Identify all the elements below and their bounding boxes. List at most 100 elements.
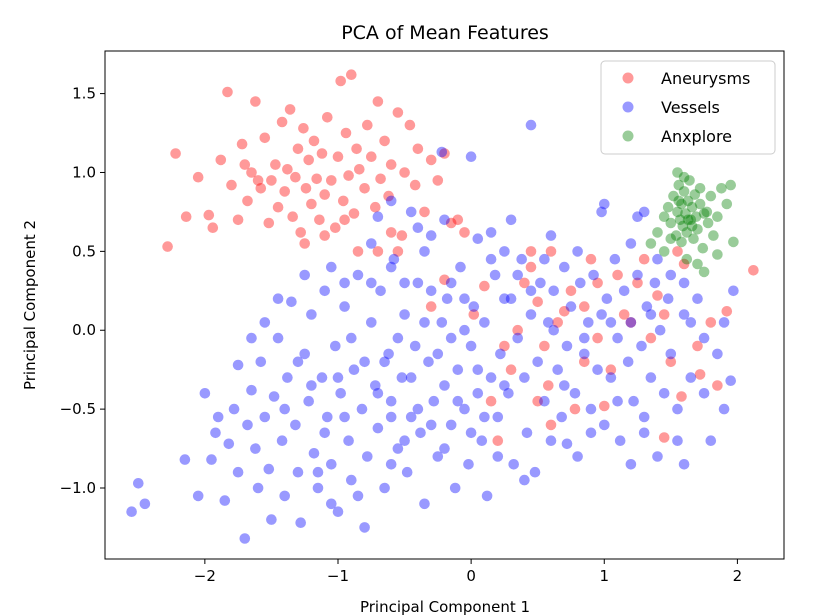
vessels-point bbox=[348, 364, 360, 376]
anxplore-point bbox=[708, 230, 719, 241]
aneurysms-point bbox=[559, 306, 570, 317]
vessels-point bbox=[335, 388, 347, 399]
vessels-point bbox=[436, 146, 448, 158]
vessels-point bbox=[539, 395, 550, 407]
vessels-point bbox=[268, 391, 280, 402]
anxplore-point bbox=[712, 211, 723, 222]
aneurysms-point bbox=[314, 214, 325, 226]
aneurysms-point bbox=[383, 190, 394, 202]
aneurysms-point bbox=[226, 179, 237, 191]
vessels-point bbox=[312, 482, 324, 494]
aneurysms-point bbox=[425, 301, 437, 312]
vessels-point bbox=[192, 490, 204, 502]
vessels-point bbox=[508, 459, 519, 470]
aneurysms-point bbox=[618, 309, 630, 320]
legend-marker-vessels bbox=[622, 101, 634, 113]
vessels-point bbox=[625, 238, 637, 249]
aneurysms-point bbox=[222, 86, 233, 98]
vessels-point bbox=[658, 388, 670, 399]
vessels-point bbox=[372, 422, 384, 434]
vessels-point bbox=[612, 395, 623, 407]
vessels-point bbox=[472, 364, 484, 376]
y-axis: −1.0 −0.5 0.0 0.5 1.0 1.5 bbox=[60, 85, 105, 497]
aneurysms-point bbox=[250, 96, 261, 107]
vessels-point bbox=[678, 277, 690, 289]
vessels-point bbox=[609, 253, 621, 265]
vessels-point bbox=[362, 451, 373, 462]
vessels-point bbox=[375, 285, 386, 297]
aneurysms-point bbox=[379, 135, 390, 147]
anxplore-point bbox=[690, 211, 702, 222]
vessels-point bbox=[409, 340, 421, 352]
aneurysms-point bbox=[266, 175, 277, 186]
aneurysms-point bbox=[252, 175, 264, 186]
vessels-point bbox=[449, 482, 461, 494]
anxplore-point bbox=[673, 195, 685, 207]
aneurysms-point bbox=[412, 143, 424, 155]
aneurysms-point bbox=[499, 340, 510, 352]
aneurysms-point bbox=[512, 324, 523, 336]
vessels-point bbox=[346, 332, 357, 344]
vessels-point bbox=[425, 285, 437, 297]
anxplore-point bbox=[705, 190, 717, 202]
vessels-point bbox=[399, 309, 410, 320]
anxplore-point bbox=[665, 233, 677, 244]
anxplore-point bbox=[689, 189, 701, 200]
aneurysms-point bbox=[748, 265, 759, 276]
vessels-point bbox=[465, 151, 477, 162]
vessels-point bbox=[512, 332, 523, 344]
anxplore-point bbox=[685, 214, 697, 226]
vessels-point bbox=[441, 293, 453, 305]
aneurysms-point bbox=[585, 253, 597, 265]
vessels-point bbox=[419, 498, 430, 510]
vessels-point bbox=[445, 277, 457, 289]
y-tick-label: 0.0 bbox=[72, 321, 96, 339]
vessels-point bbox=[492, 411, 504, 423]
aneurysms-point bbox=[492, 435, 504, 447]
aneurysms-point bbox=[162, 241, 173, 252]
vessels-point bbox=[352, 269, 364, 281]
vessels-point bbox=[319, 427, 331, 439]
aneurysms-point bbox=[203, 209, 215, 221]
vessels-point bbox=[330, 340, 341, 352]
aneurysms-point bbox=[665, 356, 677, 368]
vessels-point bbox=[638, 427, 650, 439]
aneurysms-point bbox=[638, 253, 650, 265]
aneurysms-point bbox=[207, 222, 219, 233]
aneurysms-point bbox=[565, 285, 577, 297]
vessels-point bbox=[641, 301, 653, 312]
vessels-point bbox=[632, 211, 643, 222]
vessels-point bbox=[479, 317, 490, 328]
aneurysms-point bbox=[354, 164, 365, 175]
vessels-point bbox=[638, 411, 650, 423]
vessels-point bbox=[439, 380, 450, 391]
anxplore-point bbox=[676, 198, 687, 210]
vessels-point bbox=[412, 403, 424, 415]
x-tick-label: 1 bbox=[599, 567, 609, 585]
anxplore-point bbox=[682, 214, 694, 226]
anxplore-point bbox=[658, 211, 670, 222]
vessels-point bbox=[583, 317, 594, 328]
vessels-point bbox=[432, 451, 444, 462]
aneurysms-point bbox=[552, 317, 563, 328]
vessels-point bbox=[572, 451, 583, 462]
vessels-point bbox=[565, 301, 577, 312]
vessels-point bbox=[678, 459, 690, 470]
aneurysms-point bbox=[319, 230, 331, 241]
anxplore-point bbox=[698, 266, 710, 278]
vessels-point bbox=[605, 372, 617, 383]
vessels-point bbox=[246, 384, 257, 396]
vessels-point bbox=[210, 427, 221, 439]
y-tick-label: −0.5 bbox=[60, 400, 96, 418]
vessels-point bbox=[685, 372, 697, 383]
vessels-point bbox=[638, 206, 650, 218]
aneurysms-point bbox=[359, 183, 370, 194]
aneurysms-point bbox=[326, 175, 337, 186]
aneurysms-point bbox=[270, 159, 281, 170]
aneurysms-point bbox=[255, 183, 267, 194]
aneurysms-point bbox=[370, 201, 381, 213]
vessels-point bbox=[521, 427, 533, 439]
vessels-point bbox=[405, 372, 417, 383]
vessels-point bbox=[505, 214, 517, 226]
vessels-point bbox=[665, 269, 677, 281]
